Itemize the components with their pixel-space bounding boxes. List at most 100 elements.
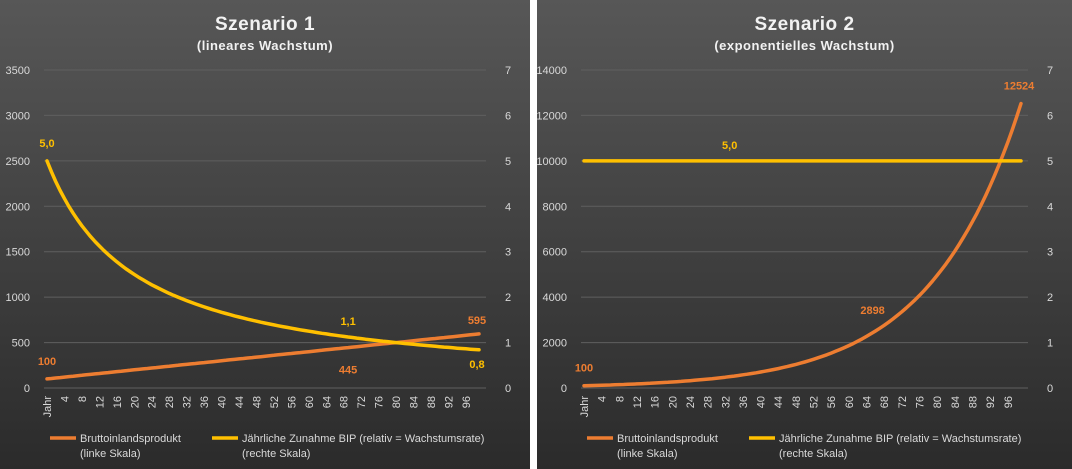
y-left-tick-label: 500 [12,338,30,350]
chart-scenario-1: Szenario 1(lineares Wachstum)05001000150… [0,0,530,469]
x-tick-label: 56 [286,396,298,408]
x-tick-label: 92 [985,396,997,408]
data-label: 2898 [860,305,884,317]
legend-label-growth-scale: (rechte Skala) [242,448,310,460]
y-left-tick-label: 0 [24,383,30,395]
y-left-tick-label: 14000 [537,65,567,77]
legend-label-growth: Jährliche Zunahme BIP (relativ = Wachstu… [242,433,484,445]
data-label: 12524 [1004,81,1035,93]
y-right-tick-label: 0 [505,383,511,395]
legend-label-gdp: Bruttoinlandsprodukt [80,433,181,445]
x-tick-label: 96 [461,396,473,408]
y-right-tick-label: 7 [1047,65,1053,77]
x-tick-label: 24 [147,396,159,408]
y-right-tick-label: 2 [505,292,511,304]
y-left-tick-label: 8000 [543,201,567,213]
x-tick-label: 12 [94,396,106,408]
x-tick-label: 12 [632,396,644,408]
chart-subtitle: (exponentielles Wachstum) [714,38,894,53]
x-tick-label: 28 [703,396,715,408]
x-tick-label: 4 [597,396,609,402]
legend-label-gdp: Bruttoinlandsprodukt [617,433,718,445]
data-label: 1,1 [340,316,355,328]
y-left-tick-label: 12000 [537,110,567,122]
chart-panel-scenario-1: Szenario 1 (lineares Wachstum) 0 500 1000 150… [0,0,530,469]
x-tick-label: 20 [129,396,141,408]
x-tick-label: 80 [391,396,403,408]
y-left-tick-label: 1000 [6,292,30,304]
x-tick-label: 32 [720,396,732,408]
x-tick-label: 36 [199,396,211,408]
y-left-tick-label: 2000 [543,338,567,350]
y-right-tick-label: 5 [1047,156,1053,168]
x-tick-label: 76 [374,396,386,408]
x-tick-label: 72 [356,396,368,408]
x-tick-label: 68 [339,396,351,408]
y-right-tick-label: 2 [1047,292,1053,304]
chart-panel-scenario-2: Szenario 2 (exponentielles Wachstum) 0 2000… [537,0,1072,469]
x-tick-label: 52 [809,396,821,408]
x-tick-label: 8 [77,396,89,402]
x-tick-label: 64 [321,396,333,408]
x-tick-label: 68 [879,396,891,408]
x-tick-label: 24 [685,396,697,408]
y-left-tick-label: 4000 [543,292,567,304]
x-tick-label: 88 [967,396,979,408]
x-tick-label: 52 [269,396,281,408]
x-tick-label: 28 [164,396,176,408]
x-tick-label: Jahr [42,396,54,418]
chart-title: Szenario 1 [215,14,315,35]
legend-label-growth-scale: (rechte Skala) [779,448,847,460]
x-tick-label: 20 [667,396,679,408]
chart-scenario-2: Szenario 2 (exponentielles Wachstum) 0 2000… [537,0,1072,469]
y-right-tick-label: 7 [505,65,511,77]
x-tick-label: 48 [251,396,263,408]
x-tick-label: 92 [443,396,455,408]
x-tick-label: 84 [950,396,962,408]
y-left-tick-label: 0 [561,383,567,395]
chart-title: Szenario 2 [754,14,854,35]
x-tick-label: 48 [791,396,803,408]
y-right-tick-label: 1 [505,338,511,350]
y-left-tick-label: 2000 [6,201,30,213]
y-left-tick-label: 1500 [6,247,30,259]
x-tick-label: 96 [1003,396,1015,408]
y-right-tick-label: 6 [505,110,511,122]
gdp-series-line [582,101,1023,388]
chart-background [537,0,1072,469]
y-left-tick-label: 10000 [537,156,567,168]
x-tick-label: 40 [756,396,768,408]
x-tick-label: 8 [614,396,626,402]
y-right-tick-label: 3 [1047,247,1053,259]
y-right-tick-label: 5 [505,156,511,168]
data-label: 0,8 [469,359,484,371]
legend-label-growth: Jährliche Zunahme BIP (relativ = Wachstu… [779,433,1021,445]
x-tick-label: 60 [304,396,316,408]
y-left-tick-label: 2500 [6,156,30,168]
y-right-tick-label: 4 [505,201,511,213]
x-tick-label: 60 [844,396,856,408]
legend-label-gdp-scale: (linke Skala) [617,448,678,460]
x-tick-label: 16 [650,396,662,408]
data-label: 100 [38,356,56,368]
x-tick-label: 84 [409,396,421,408]
x-tick-label: 72 [897,396,909,408]
x-tick-label: Jahr [579,396,591,418]
x-tick-label: 44 [773,396,785,408]
y-left-tick-label: 3500 [6,65,30,77]
gdp-series-line [45,332,481,381]
x-tick-label: 16 [112,396,124,408]
x-tick-label: 36 [738,396,750,408]
x-tick-label: 44 [234,396,246,408]
x-tick-label: 32 [182,396,194,408]
y-right-tick-label: 0 [1047,383,1053,395]
growth-series-line [45,159,481,352]
data-label: 100 [575,363,593,375]
x-tick-label: 4 [59,396,71,402]
legend-label-gdp-scale: (linke Skala) [80,448,141,460]
y-right-tick-label: 3 [505,247,511,259]
x-tick-label: 80 [932,396,944,408]
y-right-tick-label: 1 [1047,338,1053,350]
data-label: 5,0 [722,140,737,152]
x-tick-label: 88 [426,396,438,408]
